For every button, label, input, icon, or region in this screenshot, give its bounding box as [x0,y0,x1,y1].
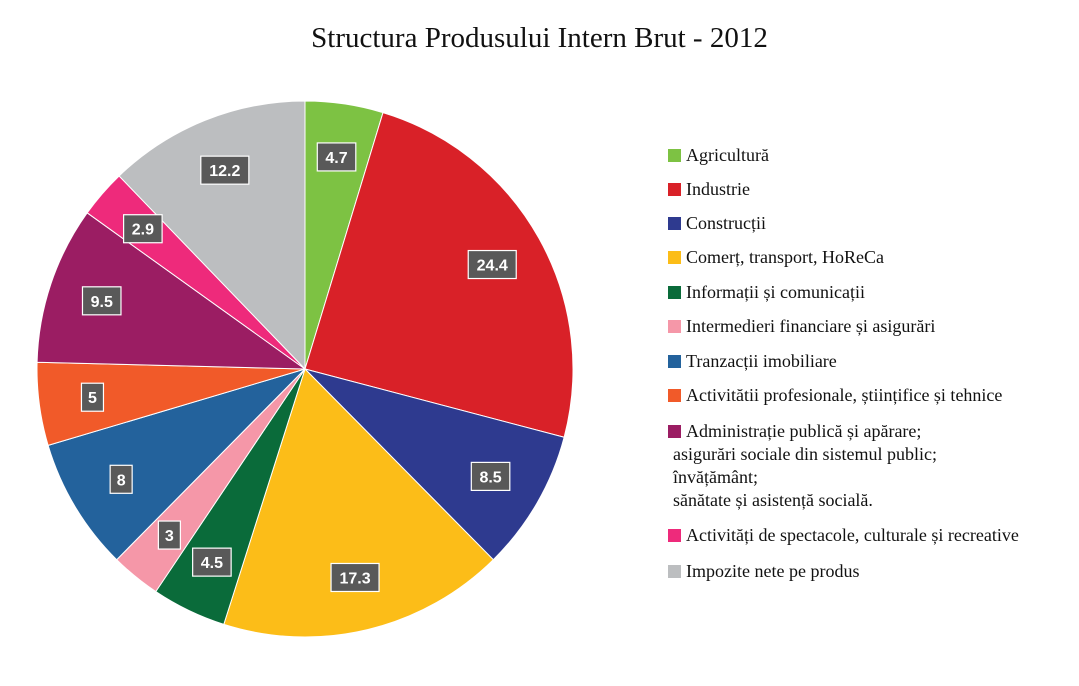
data-label-constructii: 8.5 [470,461,511,491]
data-label-comert-transport-horeca: 17.3 [330,562,380,593]
legend-item-comert-transport-horeca: Comerț, transport, HoReCa [668,246,884,269]
legend-label: învățământ; [673,467,758,487]
legend-item-impozite-nete-pe-produs: Impozite nete pe produs [668,560,859,583]
pie-chart: 4.7 24.4 8.5 17.3 4.5 3 8 5 9.5 2.9 12.2 [36,100,574,638]
data-label-box [81,286,122,316]
legend-swatch [668,286,681,299]
legend-swatch [668,355,681,368]
data-label-box [316,142,357,172]
legend-swatch [668,251,681,264]
legend-swatch [668,217,681,230]
legend-swatch [668,183,681,196]
legend-label: Tranzacții imobiliare [686,351,837,371]
data-label-box [467,249,517,280]
legend-label: Informații și comunicații [686,282,865,302]
legend-item-activitatii-profesionale-stiintifice-si-tehnice: Activitătii profesionale, științifice și… [668,384,1002,407]
data-label-box [109,464,133,494]
data-label-box [330,562,380,593]
legend-label: Intermedieri financiare și asigurări [686,316,936,336]
legend-label: Construcții [686,213,766,233]
data-label-box [192,547,232,577]
data-label-box [157,520,181,550]
legend-swatch [668,565,681,578]
data-label-box [80,382,105,412]
pie-slice-comert-transport-horeca [223,368,495,638]
data-label-tranzactii-imobiliare: 8 [109,464,133,494]
data-label-informatii-si-comunicatii: 4.5 [192,547,232,577]
data-label-text: 4.5 [201,555,223,572]
pie-slices [36,100,574,638]
pie-slice-tranzactii-imobiliare [47,368,306,561]
data-label-industrie: 24.4 [467,249,517,280]
legend-item-agricultura: Agricultură [668,144,769,167]
legend-item-activitati-de-spectacole-culturale-si-recreative: Activități de spectacole, culturale și r… [668,524,1019,547]
legend-item-intermedieri-financiare-si-asigurari: Intermedieri financiare și asigurări [668,315,935,338]
legend-label: Administrație publică și apărare; [686,421,922,441]
legend-item-constructii: Construcții [668,212,766,235]
legend-swatch [668,389,681,402]
legend-item-informatii-si-comunicatii: Informații și comunicații [668,281,865,304]
pie-data-labels: 4.7 24.4 8.5 17.3 4.5 3 8 5 9.5 2.9 12.2 [80,142,517,593]
data-label-text: 12.2 [209,163,240,180]
legend-label: Activități de spectacole, culturale și r… [686,525,1019,545]
data-label-text: 17.3 [339,570,370,587]
data-label-impozite-nete-pe-produs: 12.2 [200,155,250,185]
data-label-text: 8 [117,472,126,489]
legend-label: Agricultură [686,145,769,165]
legend-swatch [668,320,681,333]
data-label-text: 3 [165,528,174,545]
legend-item-tranzactii-imobiliare: Tranzacții imobiliare [668,350,837,373]
data-label-agricultura: 4.7 [316,142,357,172]
data-label-text: 2.9 [132,222,154,239]
data-label-administratie-publica-si-aparare: 9.5 [81,286,122,316]
legend-swatch [668,529,681,542]
legend-label: Comerț, transport, HoReCa [686,247,884,267]
pie-slice-administratie-publica-si-aparare [36,212,307,370]
legend-label: Impozite nete pe produs [686,561,860,581]
pie-slice-impozite-nete-pe-produs [118,100,306,371]
data-label-text: 4.7 [325,150,347,167]
data-label-box [470,461,511,491]
legend-label: Industrie [686,179,750,199]
data-label-activitati-de-spectacole-culturale-si-recreative: 2.9 [122,214,163,244]
legend-label: asigurări sociale din sistemul public; [673,444,937,464]
data-label-activitatii-profesionale-stiintifice-si-tehnice: 5 [80,382,105,412]
legend-swatch [668,149,681,162]
legend-swatch [668,425,681,438]
legend-item-administratie-publica-si-aparare: Administrație publică și apărare; asigură… [668,420,937,512]
data-label-box [122,214,163,244]
pie-slice-constructii [303,368,565,561]
data-label-text: 5 [88,390,97,407]
data-label-text: 8.5 [479,469,501,486]
legend-label: Activitătii profesionale, științifice și… [686,385,1003,405]
chart-title: Structura Produsului Intern Brut - 2012 [311,22,768,54]
data-label-text: 9.5 [91,294,113,311]
pie-slice-industrie [304,111,574,438]
legend-item-industrie: Industrie [668,178,750,201]
data-label-text: 24.4 [477,258,508,275]
data-label-box [200,155,250,185]
data-label-intermedieri-financiare-si-asigurari: 3 [157,520,181,550]
legend-label: sănătate și asistență socială. [673,490,873,510]
